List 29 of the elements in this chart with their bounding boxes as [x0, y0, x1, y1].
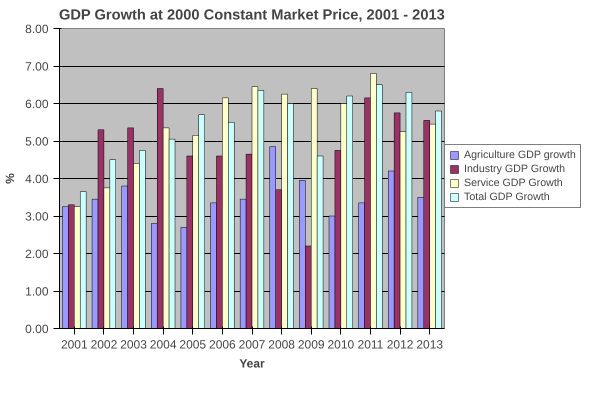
x-tick-label: 2007 [238, 338, 266, 352]
y-tick-label: 1.00 [25, 284, 49, 298]
x-tick-label: 2001 [60, 338, 88, 352]
y-axis-title: % [3, 172, 18, 184]
y-tick-label: 6.00 [25, 97, 49, 111]
chart-title: GDP Growth at 2000 Constant Market Price, 2001 - 2013 [58, 8, 445, 24]
y-tick-label: 3.00 [25, 210, 49, 224]
x-tick-label: 2012 [386, 338, 414, 352]
x-tick-label: 2011 [358, 338, 384, 352]
y-tick-label: 2.00 [25, 247, 49, 261]
y-tick-label: 5.00 [25, 134, 49, 148]
x-tick-label: 2009 [298, 338, 325, 352]
legend-label: Industry GDP Growth [464, 163, 566, 175]
x-tick-label: 2005 [179, 338, 206, 352]
x-tick-label: 2006 [209, 338, 236, 352]
legend-label: Total GDP Growth [464, 191, 550, 203]
x-tick-label: 2008 [268, 338, 296, 352]
x-tick-label: 2003 [120, 338, 148, 352]
x-axis-title: Year [239, 356, 266, 370]
x-tick-label: 2004 [150, 338, 177, 352]
legend-label: Agriculture GDP growth [464, 149, 576, 161]
x-tick-label: 2010 [328, 338, 355, 352]
y-tick-label: 8.00 [25, 22, 49, 36]
legend-label: Service GDP Growth [464, 177, 563, 189]
x-tick-label: 2002 [90, 338, 118, 352]
y-tick-label: 7.00 [25, 60, 49, 74]
y-tick-label: 0.00 [25, 322, 49, 336]
x-tick-label: 2013 [416, 338, 444, 352]
y-tick-label: 4.00 [25, 172, 49, 186]
